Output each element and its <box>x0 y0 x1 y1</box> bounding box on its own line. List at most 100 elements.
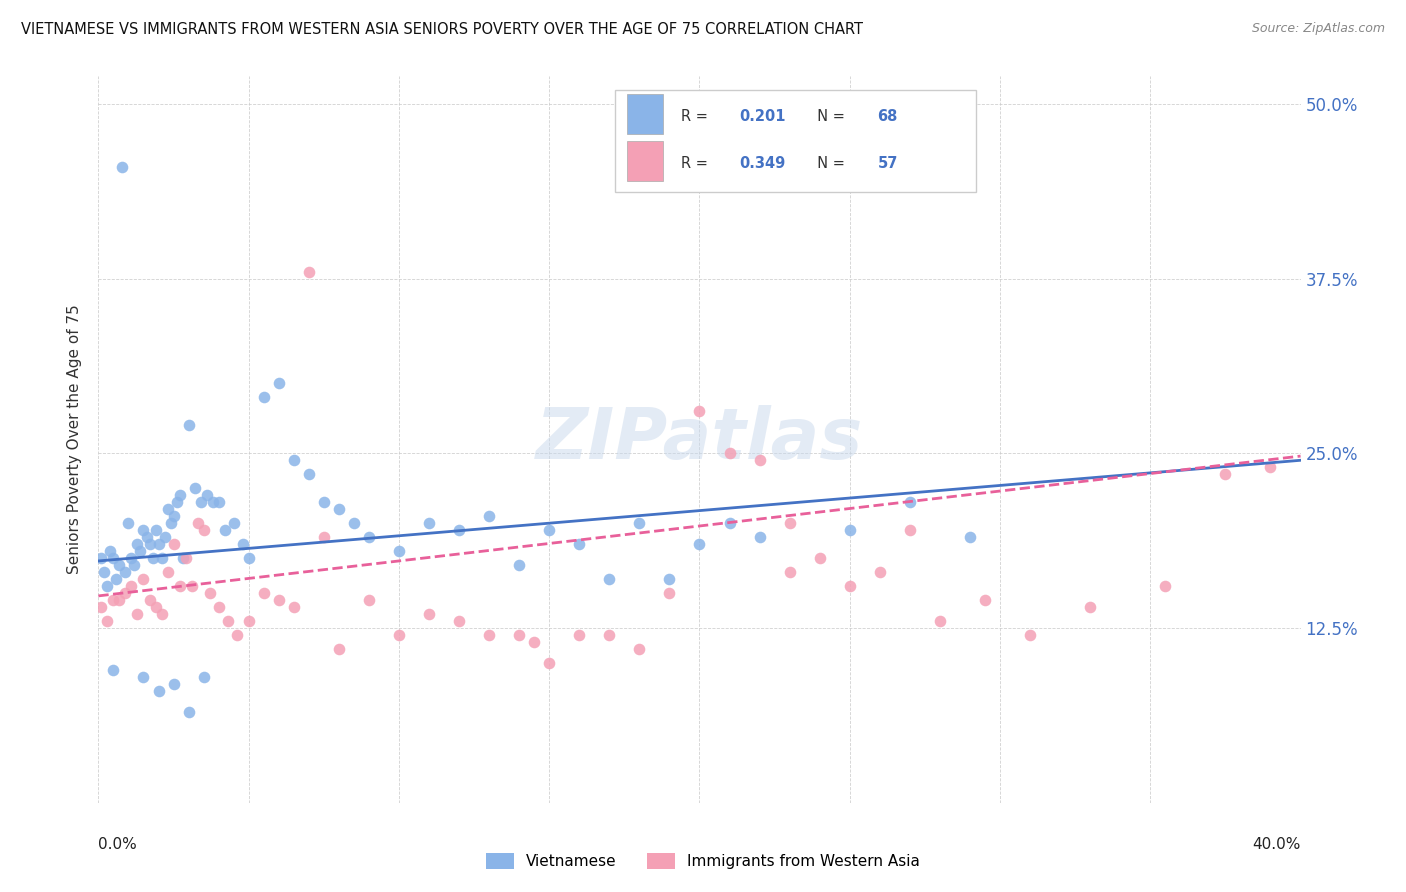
Point <box>159 516 181 531</box>
Point <box>689 537 711 551</box>
Text: 0.0%: 0.0% <box>98 837 138 852</box>
Point <box>121 551 143 566</box>
Point <box>96 579 118 593</box>
Point <box>418 516 440 531</box>
Point <box>93 565 115 579</box>
Point <box>508 558 530 573</box>
Point <box>283 453 305 467</box>
Point <box>418 607 440 621</box>
Point <box>108 593 131 607</box>
Point <box>208 495 231 509</box>
Point <box>166 495 188 509</box>
Point <box>100 544 122 558</box>
Point <box>283 600 305 615</box>
Point <box>447 523 470 537</box>
Point <box>298 467 321 482</box>
Point <box>598 628 620 642</box>
Point <box>127 537 149 551</box>
Point <box>328 642 350 657</box>
Point <box>312 530 335 544</box>
Point <box>929 614 952 628</box>
Text: N =: N = <box>807 156 849 170</box>
Point <box>312 495 335 509</box>
Point <box>111 160 134 174</box>
Point <box>869 565 891 579</box>
Point <box>141 551 163 566</box>
Point <box>208 600 231 615</box>
Point <box>177 705 200 719</box>
Text: Source: ZipAtlas.com: Source: ZipAtlas.com <box>1251 22 1385 36</box>
Point <box>162 509 184 524</box>
Point <box>267 376 290 391</box>
Point <box>357 593 380 607</box>
Point <box>718 446 741 460</box>
Point <box>193 670 215 684</box>
Point <box>103 593 125 607</box>
Point <box>718 516 741 531</box>
Point <box>169 488 191 502</box>
Point <box>1078 600 1101 615</box>
Text: 0.349: 0.349 <box>740 156 786 170</box>
Point <box>779 565 801 579</box>
Point <box>253 586 276 600</box>
Text: 40.0%: 40.0% <box>1253 837 1301 852</box>
Point <box>232 537 254 551</box>
Point <box>193 523 215 537</box>
Point <box>132 523 155 537</box>
Point <box>174 551 197 566</box>
Point <box>177 418 200 433</box>
Point <box>1154 579 1177 593</box>
Point <box>628 642 651 657</box>
Point <box>447 614 470 628</box>
Point <box>508 628 530 642</box>
Point <box>478 628 501 642</box>
FancyBboxPatch shape <box>627 141 664 181</box>
Point <box>658 586 681 600</box>
Point <box>214 523 236 537</box>
Point <box>183 481 205 495</box>
Point <box>1019 628 1042 642</box>
Point <box>150 551 173 566</box>
Point <box>974 593 997 607</box>
Point <box>153 530 176 544</box>
Point <box>169 579 191 593</box>
Point <box>172 551 194 566</box>
Text: ZIPatlas: ZIPatlas <box>536 405 863 474</box>
Point <box>103 551 125 566</box>
Text: N =: N = <box>807 109 849 123</box>
Point <box>129 544 152 558</box>
Point <box>117 516 139 531</box>
Point <box>628 516 651 531</box>
Point <box>225 628 247 642</box>
Point <box>898 495 921 509</box>
Point <box>162 537 184 551</box>
Point <box>148 537 170 551</box>
Point <box>658 572 681 586</box>
Point <box>132 572 155 586</box>
Point <box>156 565 179 579</box>
Point <box>1215 467 1237 482</box>
Point <box>138 537 160 551</box>
Text: R =: R = <box>682 156 713 170</box>
Point <box>568 628 591 642</box>
Point <box>538 656 561 670</box>
FancyBboxPatch shape <box>616 90 976 192</box>
Point <box>328 502 350 516</box>
Point <box>162 677 184 691</box>
Point <box>156 502 179 516</box>
Point <box>127 607 149 621</box>
Point <box>388 544 411 558</box>
Point <box>838 579 860 593</box>
Point <box>114 586 136 600</box>
Point <box>135 530 157 544</box>
Point <box>959 530 981 544</box>
Point <box>132 670 155 684</box>
Point <box>198 586 221 600</box>
Point <box>538 523 561 537</box>
Point <box>343 516 366 531</box>
Point <box>105 572 128 586</box>
Point <box>195 488 218 502</box>
Point <box>121 579 143 593</box>
Text: 0.201: 0.201 <box>740 109 786 123</box>
Point <box>124 558 146 573</box>
